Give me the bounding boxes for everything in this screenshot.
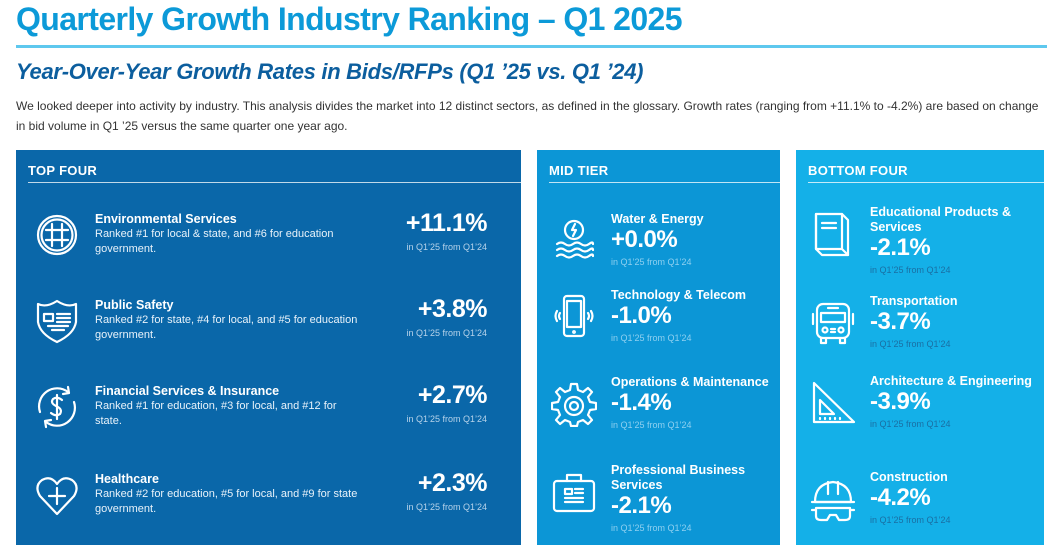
set-square-icon xyxy=(810,380,856,426)
growth-caption: in Q1’25 from Q1’24 xyxy=(406,328,487,338)
industry-name: Environmental Services xyxy=(95,212,237,226)
growth-caption: in Q1’25 from Q1’24 xyxy=(611,257,692,267)
growth-caption: in Q1’25 from Q1’24 xyxy=(406,242,487,252)
dollar-cycle-icon xyxy=(34,384,80,430)
growth-value: -4.2% xyxy=(870,484,931,511)
industry-name: Transportation xyxy=(870,294,958,308)
bus-icon xyxy=(810,300,856,346)
industry-description: Ranked #1 for local & state, and #6 for … xyxy=(95,228,334,255)
page-title: Quarterly Growth Industry Ranking – Q1 2… xyxy=(16,1,683,37)
growth-value: -3.9% xyxy=(870,388,931,415)
phone-icon xyxy=(551,294,597,340)
industry-name: Healthcare xyxy=(95,472,159,486)
growth-caption: in Q1’25 from Q1’24 xyxy=(611,333,692,343)
mid-tier-panel: MID TIER Water & Energy +0.0% in Q1’25 f… xyxy=(537,150,780,545)
industry-name: Financial Services & Insurance xyxy=(95,384,280,398)
growth-value: +3.8% xyxy=(417,295,488,323)
growth-value: -1.4% xyxy=(611,389,672,416)
heart-plus-icon xyxy=(34,472,80,518)
panel-divider xyxy=(808,182,1044,183)
panel-heading: TOP FOUR xyxy=(28,163,98,178)
industry-row: Technology & Telecom -1.0% in Q1’25 from… xyxy=(537,288,780,358)
bottom-four-panel: BOTTOM FOUR Educational Products & Servi… xyxy=(796,150,1044,545)
growth-value: +2.7% xyxy=(417,381,488,409)
intro-paragraph: We looked deeper into activity by indust… xyxy=(16,99,1039,133)
industry-row: Educational Products & Services -2.1% in… xyxy=(796,205,1044,275)
industry-name: Professional Business Services xyxy=(611,463,746,492)
industry-row: Environmental Services Ranked #1 for loc… xyxy=(16,209,521,272)
growth-caption: in Q1’25 from Q1’24 xyxy=(870,265,951,275)
industry-name: Educational Products & Services xyxy=(870,205,1011,234)
industry-description: Ranked #2 for state, #4 for local, and #… xyxy=(95,314,358,341)
section-subtitle: Year-Over-Year Growth Rates in Bids/RFPs… xyxy=(16,59,644,84)
water-energy-icon xyxy=(551,218,597,264)
industry-description: Ranked #2 for education, #5 for local, a… xyxy=(95,488,358,515)
shield-icon xyxy=(34,298,80,344)
growth-caption: in Q1’25 from Q1’24 xyxy=(870,515,951,525)
industry-name: Architecture & Engineering xyxy=(870,374,1032,388)
growth-value: +2.3% xyxy=(417,469,488,497)
panel-heading: MID TIER xyxy=(549,163,609,178)
industry-row: Operations & Maintenance -1.4% in Q1’25 … xyxy=(537,375,780,445)
hard-hat-icon xyxy=(810,476,856,522)
gear-icon xyxy=(550,381,598,428)
briefcase-icon xyxy=(551,469,597,515)
top-four-panel: TOP FOUR Environmental Services Ranked #… xyxy=(16,150,521,545)
growth-value: -2.1% xyxy=(870,234,931,261)
industry-name: Technology & Telecom xyxy=(611,288,746,302)
industry-row: Financial Services & Insurance Ranked #1… xyxy=(16,381,521,444)
growth-value: -3.7% xyxy=(870,308,931,335)
industry-name: Public Safety xyxy=(95,298,174,312)
industry-row: Professional Business Services -2.1% in … xyxy=(537,463,780,533)
growth-value: -1.0% xyxy=(611,302,672,329)
industry-name: Construction xyxy=(870,470,948,484)
industry-row: Healthcare Ranked #2 for education, #5 f… xyxy=(16,469,521,532)
growth-caption: in Q1’25 from Q1’24 xyxy=(870,419,951,429)
growth-value: -2.1% xyxy=(611,492,672,519)
growth-caption: in Q1’25 from Q1’24 xyxy=(870,339,951,349)
book-icon xyxy=(810,211,856,257)
panel-divider xyxy=(549,182,780,183)
growth-caption: in Q1’25 from Q1’24 xyxy=(406,502,487,512)
panel-divider xyxy=(28,182,521,183)
growth-caption: in Q1’25 from Q1’24 xyxy=(406,414,487,424)
growth-caption: in Q1’25 from Q1’24 xyxy=(611,523,692,533)
industry-row: Construction -4.2% in Q1’25 from Q1’24 xyxy=(796,470,1044,540)
growth-caption: in Q1’25 from Q1’24 xyxy=(611,420,692,430)
industry-name: Water & Energy xyxy=(611,212,704,226)
industry-description: Ranked #1 for education, #3 for local, a… xyxy=(95,400,337,427)
industry-row: Architecture & Engineering -3.9% in Q1’2… xyxy=(796,374,1044,444)
title-divider xyxy=(16,45,1047,48)
industry-name: Operations & Maintenance xyxy=(611,375,769,389)
industry-row: Water & Energy +0.0% in Q1’25 from Q1’24 xyxy=(537,212,780,282)
growth-value: +11.1% xyxy=(405,209,488,237)
growth-value: +0.0% xyxy=(611,226,678,253)
panel-heading: BOTTOM FOUR xyxy=(808,163,908,178)
globe-icon xyxy=(34,212,80,258)
industry-row: Public Safety Ranked #2 for state, #4 fo… xyxy=(16,295,521,358)
industry-row: Transportation -3.7% in Q1’25 from Q1’24 xyxy=(796,294,1044,364)
